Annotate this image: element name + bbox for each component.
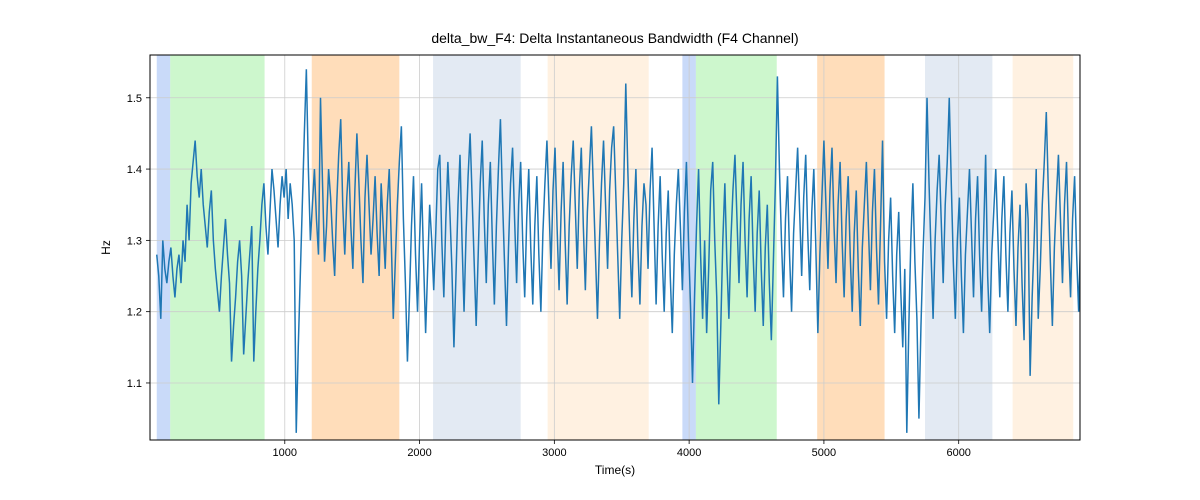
shaded-region-3 bbox=[433, 55, 521, 440]
x-axis-label: Time(s) bbox=[595, 463, 635, 477]
ytick-label: 1.1 bbox=[127, 378, 142, 390]
chart-title: delta_bw_F4: Delta Instantaneous Bandwid… bbox=[431, 30, 798, 46]
xtick-label: 1000 bbox=[273, 447, 297, 459]
xtick-label: 6000 bbox=[946, 447, 970, 459]
xtick-label: 3000 bbox=[542, 447, 566, 459]
chart-svg: 1000 2000 3000 4000 5000 6000 1.1 1.2 1.3 1.4 1.5 d… bbox=[0, 0, 1200, 500]
y-axis-label: Hz bbox=[99, 240, 113, 255]
ytick-label: 1.4 bbox=[127, 164, 142, 176]
xtick-label: 2000 bbox=[407, 447, 431, 459]
chart-container: 1000 2000 3000 4000 5000 6000 1.1 1.2 1.3 1.4 1.5 d… bbox=[0, 0, 1200, 500]
ytick-label: 1.3 bbox=[127, 235, 142, 247]
xtick-label: 4000 bbox=[677, 447, 701, 459]
ytick-label: 1.5 bbox=[127, 93, 142, 105]
xtick-label: 5000 bbox=[812, 447, 836, 459]
ytick-label: 1.2 bbox=[127, 307, 142, 319]
